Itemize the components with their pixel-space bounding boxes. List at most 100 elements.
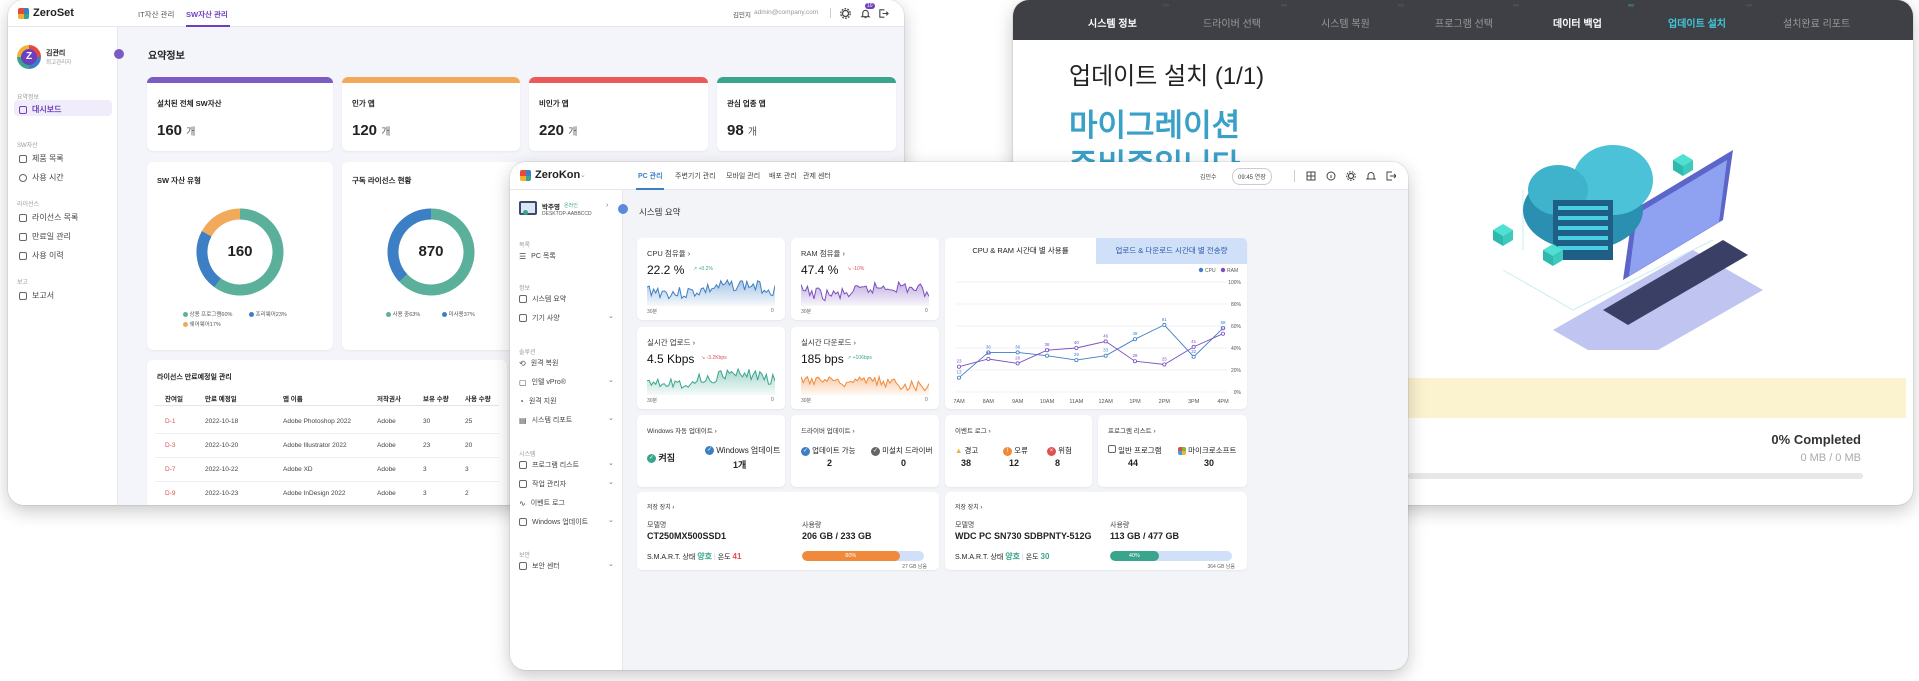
sidebar-item-event-log[interactable]: ∿ 이벤트 로그 bbox=[519, 498, 565, 508]
info-icon[interactable] bbox=[1326, 171, 1336, 181]
metric-card-cpu[interactable]: CPU 점유율 › 22.2 % ↗ +0.2% 30분 0 bbox=[637, 238, 785, 320]
stat-unit: 개 bbox=[568, 127, 578, 138]
table-row[interactable]: D-1 2022-10-18 Adobe Photoshop 2022 Adobe 30… bbox=[155, 412, 499, 434]
x-tick-label: 3PM bbox=[1188, 399, 1200, 405]
sidebar-item-device-info[interactable]: 기기 사양 bbox=[519, 313, 560, 323]
sidebar-item-product-list[interactable]: 제품 목록 bbox=[19, 153, 64, 164]
tab-control-center[interactable]: 관제 센터 bbox=[803, 173, 831, 180]
sidebar-item-remote-restore[interactable]: ⟲ 원격 복원 bbox=[519, 358, 558, 368]
legend-swatch bbox=[1220, 267, 1226, 273]
chevron-down-icon[interactable]: ⌄ bbox=[608, 517, 614, 524]
metric-card-download[interactable]: 실시간 다운로드 › 185 bps ↗ +106bps 30분 0 bbox=[791, 327, 939, 409]
storage-card-2[interactable]: 저장 장치 › 모델명 WDC PC SN730 SDBPNTY-512G 사용… bbox=[945, 492, 1247, 570]
table-cell: 3 bbox=[423, 490, 427, 497]
driver-update-card[interactable]: 드라이버 업데이트 › ✓ 업데이트 가능 2 ✓ 미설치 드라이버 0 bbox=[791, 415, 939, 487]
x-tick-label: 2PM bbox=[1159, 399, 1171, 405]
bell-icon[interactable] bbox=[860, 8, 871, 19]
sidebar-item-win-update[interactable]: Windows 업데이트 bbox=[519, 517, 588, 527]
tab-deploy[interactable]: 배포 관리 bbox=[769, 173, 797, 180]
metric-card-upload[interactable]: 실시간 업로드 › 4.5 Kbps ↘ -3.2Kbps 30분 0 bbox=[637, 327, 785, 409]
tab-it-asset[interactable]: IT자산 관리 bbox=[138, 10, 175, 19]
usage-label: 사용량 bbox=[1110, 522, 1130, 529]
table-row[interactable]: D-9 2022-10-23 Adobe InDesign 2022 Adobe 3 2 bbox=[155, 484, 499, 505]
sidebar-item-program-list[interactable]: 프로그램 리스트 bbox=[519, 460, 579, 470]
chevron-down-icon[interactable]: ⌄ bbox=[608, 377, 614, 384]
zerokon-sidebar: 박주영 온라인 DESKTOP-AABBCCD › 목록 ☰ PC 목록 정보 시… bbox=[510, 190, 628, 670]
step-arrow: ››› bbox=[1281, 3, 1287, 9]
metric-card-ram[interactable]: RAM 점유율 › 47.4 % ↘ -10% 30분 0 bbox=[791, 238, 939, 320]
model-value: WDC PC SN730 SDBPNTY-512G bbox=[955, 531, 1092, 541]
layout-icon[interactable] bbox=[1306, 171, 1316, 181]
chevron-down-icon[interactable]: ⌄ bbox=[608, 313, 614, 320]
table-row[interactable]: D-7 2022-10-22 Adobe XD Adobe 3 3 bbox=[155, 460, 499, 482]
menu-group-summary: 요약정보 bbox=[17, 95, 40, 101]
legend-label: CPU bbox=[1205, 268, 1216, 274]
chevron-down-icon[interactable]: ⌄ bbox=[608, 479, 614, 486]
auto-update-state-text: 켜짐 bbox=[658, 453, 676, 463]
gear-icon[interactable] bbox=[1346, 171, 1356, 181]
data-point bbox=[1074, 346, 1079, 351]
sidebar-item-usage-history[interactable]: 사용 이력 bbox=[19, 250, 64, 261]
restore-icon: ⟲ bbox=[519, 358, 526, 368]
tab-sw-asset[interactable]: SW자산 관리 bbox=[186, 10, 228, 19]
program-list-card[interactable]: 프로그램 리스트 › 일반 프로그램 44 마이크로소프트 30 bbox=[1098, 415, 1247, 487]
sidebar-item-usage-time[interactable]: 사용 시간 bbox=[19, 172, 64, 183]
chevron-down-icon[interactable]: ⌄ bbox=[608, 460, 614, 467]
bell-icon[interactable] bbox=[1366, 171, 1376, 181]
logout-icon[interactable] bbox=[1386, 171, 1396, 181]
sidebar-item-dashboard[interactable]: 대시보드 bbox=[19, 104, 61, 115]
stat-unit: 개 bbox=[747, 127, 758, 138]
table-header: 잔여일 bbox=[165, 396, 183, 403]
sidebar-item-sys-report[interactable]: ▤ 시스템 리포트 bbox=[519, 415, 572, 425]
usage-label: 사용량 bbox=[802, 522, 822, 529]
sidebar-item-report[interactable]: 보고서 bbox=[19, 290, 54, 301]
tab-pc-mgmt[interactable]: PC 관리 bbox=[638, 173, 663, 180]
sidebar-item-expire-mgmt[interactable]: 만료일 관리 bbox=[19, 231, 71, 242]
avatar-letter: Z bbox=[21, 49, 37, 65]
sidebar-item-security-center[interactable]: 보안 센터 bbox=[519, 561, 560, 571]
app-title: ZeroSet bbox=[33, 7, 74, 19]
sidebar-item-pc-list[interactable]: ☰ PC 목록 bbox=[519, 251, 556, 261]
chart-tab-traffic[interactable]: 업로드 & 다운로드 시간대 별 전송량 bbox=[1096, 238, 1247, 264]
progress-track-highlight bbox=[1408, 378, 1906, 418]
tab-peripheral[interactable]: 주변기기 관리 bbox=[675, 173, 716, 180]
sidebar-item-license-list[interactable]: 라이선스 목록 bbox=[19, 212, 78, 223]
table-row[interactable]: D-3 2022-10-20 Adobe Illustrator 2022 Adobe… bbox=[155, 436, 499, 458]
metric-delta: ↘ -3.2Kbps bbox=[701, 355, 727, 361]
stat-value: 220 개 bbox=[539, 122, 577, 139]
win-auto-update-card[interactable]: Windows 자동 업데이트 › ✓ 켜짐 ✓ Windows 업데이트 1개 bbox=[637, 415, 785, 487]
license-expiry-table-card: 라이선스 만료예정일 관리 잔여일 만료 예정일 앱 이름 저작권사 보유 수량… bbox=[147, 360, 507, 505]
storage-card-1[interactable]: 저장 장치 › 모델명 CT250MX500SSD1 사용량 206 GB / … bbox=[637, 492, 939, 570]
sidebar-item-remote-support[interactable]: ◔ 원격 지원 bbox=[519, 396, 557, 406]
sparkline-area bbox=[801, 282, 929, 306]
zeroset-topbar: ZeroSet IT자산 관리 SW자산 관리 김민지 admin@compan… bbox=[8, 0, 904, 27]
general-program-text: 일반 프로그램 bbox=[1118, 446, 1162, 455]
stat-card-unapproved: 비인가 앱 220 개 bbox=[529, 77, 708, 151]
chevron-right-icon[interactable]: › bbox=[606, 202, 609, 209]
step-complete-report: 설치완료 리포트 bbox=[1783, 19, 1851, 30]
chevron-down-icon[interactable]: ⌄ bbox=[608, 561, 614, 568]
progress-bar bbox=[1408, 473, 1863, 479]
chevron-down-icon[interactable]: ⌄ bbox=[580, 172, 586, 179]
tab-mobile[interactable]: 모바일 관리 bbox=[726, 173, 761, 180]
event-log-card[interactable]: 이벤트 로그 › ▲ 경고 38 ! 오류 12 × 위험 8 bbox=[945, 415, 1092, 487]
gear-icon[interactable] bbox=[840, 8, 851, 19]
chevron-down-icon[interactable]: ⌄ bbox=[608, 415, 614, 422]
shield-icon bbox=[519, 562, 527, 570]
sidebar-item-intel-vpro[interactable]: ▢ 인텔 vPro® bbox=[519, 377, 566, 387]
usage-bar: 40% bbox=[1110, 551, 1232, 561]
stat-card-total: 설치된 전체 SW자산 160 개 bbox=[147, 77, 333, 151]
sidebar-item-sys-summary[interactable]: 시스템 요약 bbox=[519, 294, 566, 304]
stat-value: 98 개 bbox=[727, 122, 757, 139]
collapse-sidebar-button[interactable] bbox=[114, 49, 124, 59]
temp-value: 41 bbox=[732, 552, 742, 561]
temp-value: 30 bbox=[1040, 552, 1050, 561]
legend-swatch bbox=[442, 312, 447, 318]
user-name: 김민지 bbox=[733, 12, 751, 19]
chart-tab-cpu-ram[interactable]: CPU & RAM 시간대 별 사용률 bbox=[972, 246, 1069, 255]
logout-icon[interactable] bbox=[878, 8, 889, 19]
session-timer[interactable]: 09:45 연장 bbox=[1232, 168, 1272, 185]
stat-color-bar bbox=[717, 77, 896, 83]
collapse-sidebar-button[interactable] bbox=[618, 204, 628, 214]
sidebar-item-task-mgr[interactable]: 작업 관리자 bbox=[519, 479, 566, 489]
